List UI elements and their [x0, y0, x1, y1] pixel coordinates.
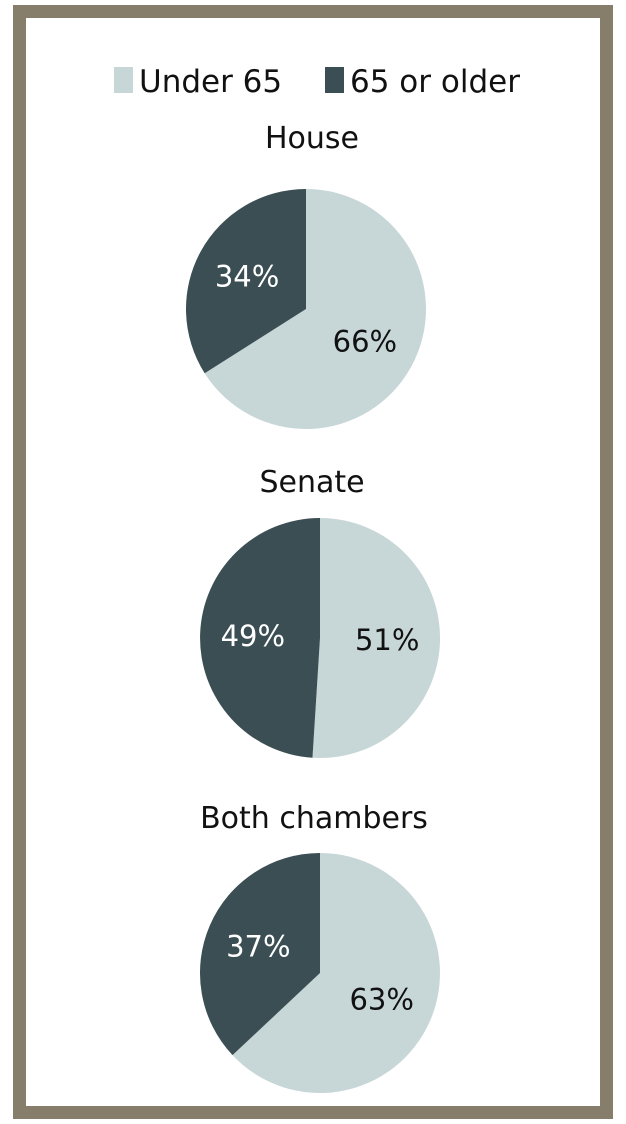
pie-slice-house-under-65 — [204, 189, 426, 429]
pie-both-chambers: 63% 37% — [199, 853, 440, 1093]
pie-house: 66% 34% — [185, 189, 426, 429]
slice-label-both-chambers-65-or-older: 37% — [226, 929, 290, 963]
pie-senate: 51% 49% — [200, 518, 441, 758]
slice-label-senate-65-or-older: 49% — [221, 619, 285, 653]
pie-slice-senate-under-65 — [312, 518, 441, 758]
legend-label-65-or-older: 65 or older — [350, 64, 520, 100]
pie-slice-senate-65-or-older — [200, 518, 320, 758]
slice-label-house-65-or-older: 34% — [215, 260, 279, 294]
slice-label-both-chambers-under-65: 63% — [349, 983, 413, 1017]
legend-swatch-under-65 — [114, 67, 133, 93]
pie-slice-both-chambers-65-or-older — [199, 853, 320, 1056]
slice-label-house-under-65: 66% — [333, 324, 397, 358]
pie-slice-both-chambers-under-65 — [232, 853, 440, 1093]
pie-title-both-chambers: Both chambers — [200, 801, 428, 836]
legend-swatch-65-or-older — [325, 67, 344, 93]
pie-title-house: House — [265, 121, 359, 156]
legend-label-under-65: Under 65 — [139, 64, 282, 100]
legend: Under 65 65 or older — [114, 64, 520, 100]
pie-slice-house-65-or-older — [185, 189, 306, 374]
pies-layer: 66% 34% 51% 49% 63% 37% — [185, 189, 441, 1093]
pie-title-senate: Senate — [259, 465, 364, 500]
slice-label-senate-under-65: 51% — [355, 623, 419, 657]
